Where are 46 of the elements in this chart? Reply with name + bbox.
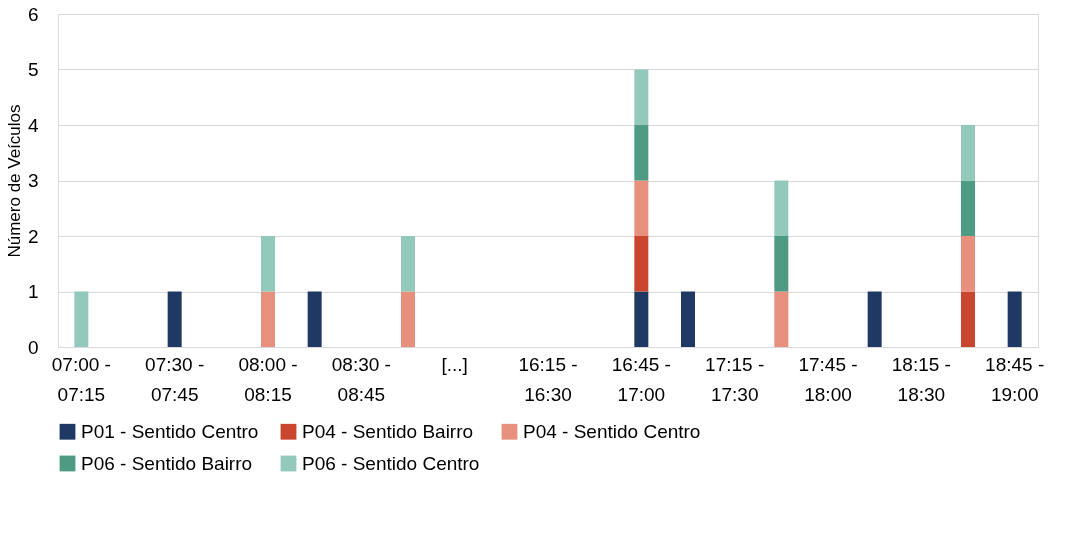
bar (774, 291, 789, 347)
legend-label: P01 - Sentido Centro (81, 420, 259, 442)
y-tick-label: 2 (27, 225, 39, 247)
bar (261, 236, 275, 292)
bar (634, 69, 649, 125)
y-axis-title: Número de Veículos (4, 104, 24, 258)
x-tick-label: 17:45 - 18:00 (798, 353, 858, 405)
bar (74, 291, 89, 347)
x-tick-label: 08:30 - 08:45 (331, 353, 391, 405)
bar (867, 291, 882, 347)
x-tick-label: 16:15 - 16:30 (518, 353, 578, 405)
legend-label: P06 - Sentido Bairro (81, 452, 253, 474)
x-tick-label: 17:15 - 17:30 (705, 353, 765, 405)
bar (634, 236, 649, 292)
bar (634, 180, 649, 236)
y-tick-label: 3 (27, 170, 39, 191)
x-tick-label: 07:00 - 07:15 (51, 353, 111, 405)
x-tick-label: 08:00 - 08:15 (238, 353, 298, 405)
bar (1007, 291, 1022, 347)
y-tick-label: 1 (27, 281, 39, 302)
bar (961, 125, 975, 181)
bar (634, 125, 649, 181)
bar (401, 291, 415, 347)
bar (774, 180, 789, 236)
y-tick-label: 4 (27, 114, 39, 136)
y-tick-label: 0 (27, 336, 39, 358)
x-tick-label: 18:45 - 19:00 (985, 353, 1045, 405)
y-tick-label: 5 (27, 59, 39, 80)
legend-label: P04 - Sentido Bairro (302, 420, 474, 442)
bar (961, 291, 975, 347)
x-tick-label: [...] (441, 353, 468, 375)
y-tick-label: 6 (27, 3, 39, 25)
legend-label: P04 - Sentido Centro (523, 420, 701, 442)
bar (401, 236, 415, 292)
bar (681, 291, 695, 347)
bar (307, 291, 322, 347)
bar (961, 180, 975, 236)
bar (774, 236, 789, 292)
x-tick-label: 07:30 - 07:45 (145, 353, 205, 405)
x-tick-label: 16:45 - 17:00 (611, 353, 671, 405)
x-tick-label: 18:15 - 18:30 (891, 353, 951, 405)
legend-label: P06 - Sentido Centro (302, 452, 480, 474)
bar (167, 291, 182, 347)
bar (634, 291, 649, 347)
bar (961, 236, 975, 292)
bar (261, 291, 275, 347)
